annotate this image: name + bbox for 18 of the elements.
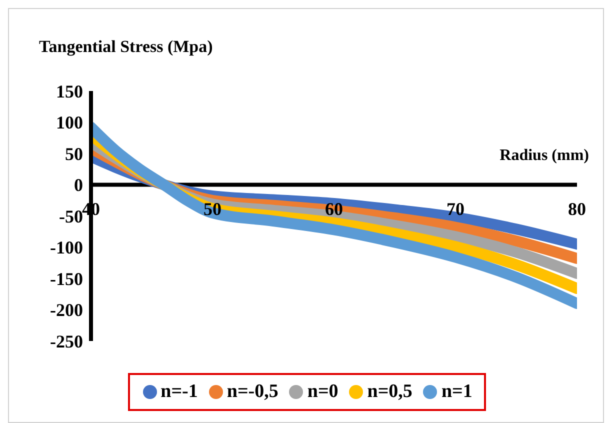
legend-label: n=0,5 [367,381,412,403]
y-tick-label: -250 [50,331,83,352]
y-tick-label: -200 [50,300,83,320]
y-tick-label: 0 [74,175,83,196]
legend-label: n=-0,5 [226,381,278,403]
y-tick-label: -150 [50,268,83,289]
legend-label: n=1 [441,381,472,403]
y-tick-label: 50 [65,144,83,164]
x-tick-label: 80 [568,198,586,219]
x-tick-label: 60 [325,198,343,219]
y-tick-label: -100 [50,238,83,258]
y-tick-label: 150 [56,81,83,102]
chart-title: Tangential Stress (Mpa) [39,37,213,57]
y-tick-label: 100 [56,112,83,133]
legend-label: n=-1 [160,381,198,403]
legend-label: n=0 [307,381,338,403]
y-tick-label: -50 [59,206,83,226]
x-axis-title: Radius (mm) [500,147,589,165]
